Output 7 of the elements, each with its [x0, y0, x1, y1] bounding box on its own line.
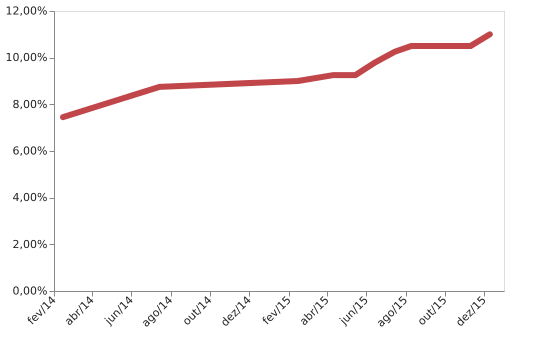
y-tick-label: 0,00% [12, 284, 48, 298]
y-tick-label: 6,00% [12, 144, 48, 158]
y-tick-label: 12,00% [6, 4, 48, 18]
y-tick-label: 8,00% [12, 98, 48, 111]
y-tick-label: 10,00% [6, 51, 48, 64]
y-tick-label: 4,00% [12, 191, 48, 204]
y-tick-label: 2,00% [12, 238, 48, 251]
